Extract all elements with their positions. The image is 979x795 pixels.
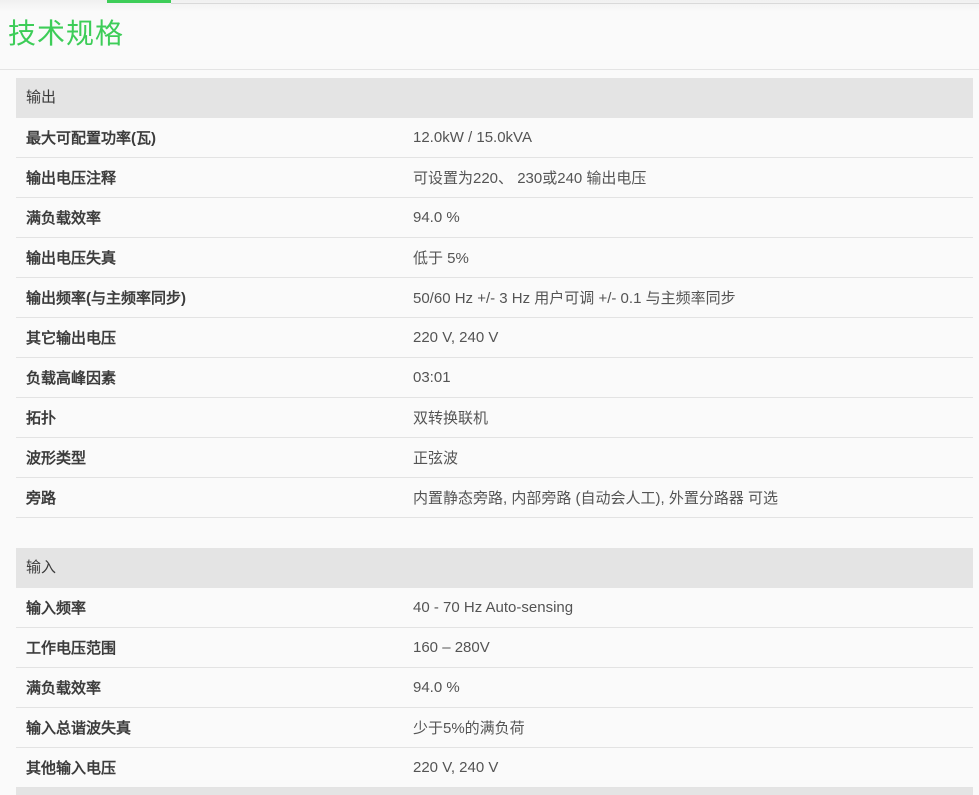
spec-row-value: 内置静态旁路, 内部旁路 (自动会人工), 外置分路器 可选 [413,490,778,507]
spec-row-label: 工作电压范围 [26,640,117,657]
next-section-header-partial [16,788,973,795]
spec-row-value: 94.0 % [413,209,460,226]
spec-row-label: 其它输出电压 [26,330,117,347]
spec-row-value: 220 V, 240 V [413,759,499,776]
spec-row-value: 40 - 70 Hz Auto-sensing [413,599,574,616]
spec-row-value: 50/60 Hz +/- 3 Hz 用户可调 +/- 0.1 与主频率同步 [413,290,736,307]
spec-row-value: 正弦波 [413,450,459,467]
spec-row-label: 满负载效率 [26,680,102,697]
spec-row: 工作电压范围 160 – 280V [16,628,973,668]
spec-row-label: 最大可配置功率(瓦) [26,130,156,147]
spec-row: 负载高峰因素 03:01 [16,358,973,398]
spec-row-label: 其他输入电压 [26,760,117,777]
spec-row: 最大可配置功率(瓦) 12.0kW / 15.0kVA [16,118,973,158]
spec-row: 满负载效率 94.0 % [16,198,973,238]
spec-row: 旁路 内置静态旁路, 内部旁路 (自动会人工), 外置分路器 可选 [16,478,973,518]
spec-row: 拓扑 双转换联机 [16,398,973,438]
spec-row-label: 旁路 [26,490,57,507]
spec-row: 输出电压注释 可设置为220、 230或240 输出电压 [16,158,973,198]
title-divider [0,69,979,70]
spec-row: 满负载效率 94.0 % [16,668,973,708]
spec-row-label: 输入总谐波失真 [26,720,132,737]
spec-row-label: 输出电压注释 [26,170,117,187]
spec-row-label: 波形类型 [26,450,87,467]
tab-bar-border [171,3,979,4]
spec-row-value: 可设置为220、 230或240 输出电压 [413,170,647,187]
spec-row-label: 输入频率 [26,600,87,617]
spec-row-label: 拓扑 [26,410,57,427]
spec-row-value: 少于5%的满负荷 [413,720,525,737]
section-header: 输出 [16,78,973,118]
spec-row-label: 输出电压失真 [26,250,117,267]
spec-row-value: 12.0kW / 15.0kVA [413,129,532,146]
spec-row: 波形类型 正弦波 [16,438,973,478]
spec-row-value: 双转换联机 [413,410,489,427]
spec-row-value: 低于 5% [413,250,469,267]
spec-section: 输入输入频率 40 - 70 Hz Auto-sensing 工作电压范围 160 –… [16,548,973,788]
spec-row: 其他输入电压 220 V, 240 V [16,748,973,788]
spec-section: 输出最大可配置功率(瓦) 12.0kW / 15.0kVA 输出电压注释 可设置为22… [16,78,973,518]
spec-row-label: 输出频率(与主频率同步) [26,290,186,307]
spec-row-value: 94.0 % [413,679,460,696]
spec-row: 输入频率 40 - 70 Hz Auto-sensing [16,588,973,628]
spec-row-label: 满负载效率 [26,210,102,227]
tab-bar-remnant [0,0,979,12]
spec-row-label: 负载高峰因素 [26,370,117,387]
page-title: 技术规格 [8,18,125,49]
active-tab-indicator [107,0,171,3]
spec-row-value: 160 – 280V [413,639,490,656]
spec-row: 输出电压失真 低于 5% [16,238,973,278]
spec-row: 其它输出电压 220 V, 240 V [16,318,973,358]
spec-row: 输入总谐波失真 少于5%的满负荷 [16,708,973,748]
spec-row-value: 220 V, 240 V [413,329,499,346]
spec-sections: 输出最大可配置功率(瓦) 12.0kW / 15.0kVA 输出电压注释 可设置为22… [16,78,973,788]
section-header: 输入 [16,548,973,588]
spec-row: 输出频率(与主频率同步) 50/60 Hz +/- 3 Hz 用户可调 +/- 0… [16,278,973,318]
spec-row-value: 03:01 [413,369,451,386]
